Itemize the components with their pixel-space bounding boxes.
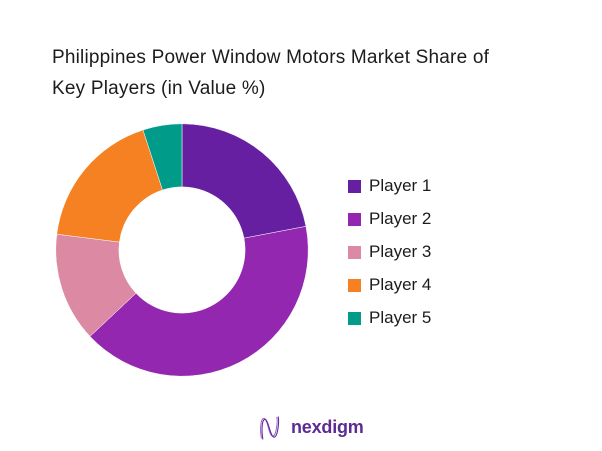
chart-title-line2: Key Players (in Value %) [52,78,266,99]
legend-item: Player 2 [348,209,431,229]
donut-slice-player-1 [181,123,307,239]
legend-item: Player 4 [348,275,431,295]
donut-chart [55,123,309,377]
nexdigm-logo-text: nexdigm [291,417,364,437]
legend-label: Player 4 [369,275,432,294]
legend-item: Player 1 [348,176,431,196]
donut-slice-player-4 [56,129,163,243]
legend-swatch [348,212,361,226]
legend-label: Player 5 [369,308,432,327]
legend-swatch [348,245,361,259]
legend-label: Player 3 [369,242,432,261]
legend-label: Player 1 [369,176,432,195]
chart-title-line1: Philippines Power Window Motors Market S… [52,47,490,68]
legend: Player 1 Player 2 Player 3 Player 4 Player 5 [348,176,431,341]
nexdigm-n-icon [260,416,280,440]
legend-swatch [348,278,361,292]
legend-label: Player 2 [369,209,432,228]
legend-item: Player 5 [348,308,431,328]
donut-slice-player-5 [142,123,183,191]
donut-slice-player-2 [89,226,309,377]
legend-swatch [348,179,361,193]
legend-item: Player 3 [348,242,431,262]
chart-title: Philippines Power Window Motors Market S… [52,42,489,104]
legend-swatch [348,311,361,325]
nexdigm-logo: nexdigm [258,414,364,441]
